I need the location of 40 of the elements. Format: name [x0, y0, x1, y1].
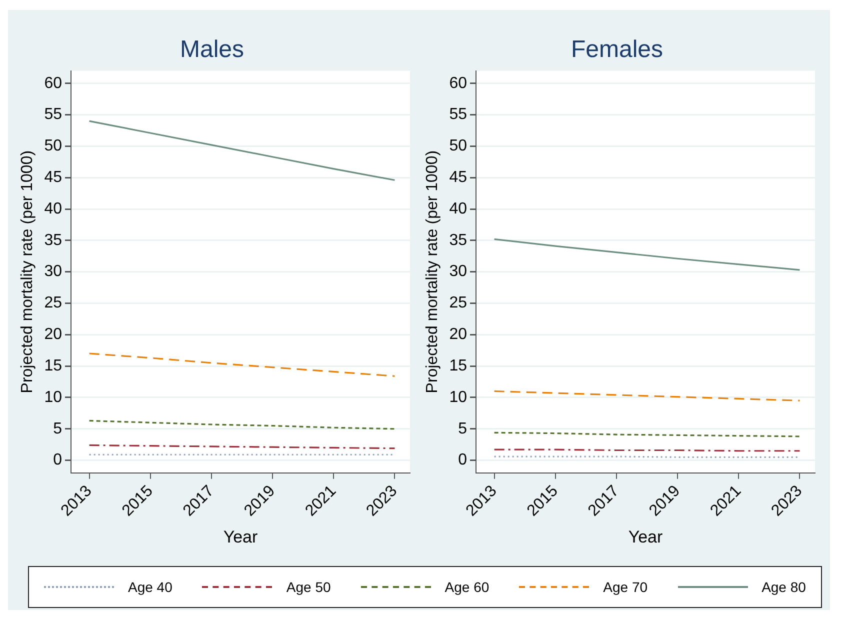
y-tick-label: 45: [449, 169, 468, 186]
legend-label: Age 50: [286, 579, 331, 595]
legend-label: Age 80: [762, 579, 806, 595]
y-tick-label: 5: [458, 420, 468, 438]
line-series: [494, 390, 801, 402]
y-axis-title: Projected mortality rate (per 1000): [19, 150, 36, 394]
y-tick-label: 10: [44, 388, 62, 406]
y-tick-label: 35: [449, 232, 468, 249]
y-tick-label: 50: [449, 138, 468, 155]
y-tick-label: 0: [458, 452, 468, 469]
y-tick-label: 40: [44, 200, 62, 218]
y-tick-label: 35: [44, 232, 62, 249]
y-tick-label: 40: [449, 200, 468, 218]
y-tick-label: 10: [449, 388, 468, 406]
y-tick-label: 30: [44, 263, 62, 280]
y-tick-label: 60: [44, 74, 62, 92]
line-series: [88, 352, 396, 377]
legend-label: Age 70: [603, 579, 648, 595]
y-tick-label: 55: [449, 106, 468, 124]
y-tick-label: 20: [44, 326, 62, 344]
y-tick-label: 25: [44, 294, 62, 312]
y-tick-label: 15: [449, 357, 468, 374]
line-series: [88, 420, 396, 430]
y-tick-label: 20: [449, 326, 468, 344]
y-tick-label: 45: [44, 169, 62, 186]
y-tick-label: 60: [449, 74, 468, 92]
x-axis-title: Year: [223, 527, 258, 546]
y-tick-label: 15: [44, 357, 62, 374]
legend-label: Age 40: [128, 579, 172, 595]
y-tick-label: 30: [449, 263, 468, 280]
y-tick-label: 5: [53, 420, 62, 438]
y-tick-label: 50: [44, 138, 62, 155]
x-axis-title: Year: [628, 527, 664, 546]
y-tick-label: 0: [53, 452, 62, 469]
chart-title: Females: [570, 36, 664, 64]
chart-title: Males: [180, 36, 244, 64]
y-tick-label: 25: [449, 294, 468, 312]
y-axis-title: Projected mortality rate (per 1000): [424, 150, 442, 394]
y-tick-label: 55: [44, 106, 62, 124]
legend-label: Age 60: [444, 579, 490, 595]
